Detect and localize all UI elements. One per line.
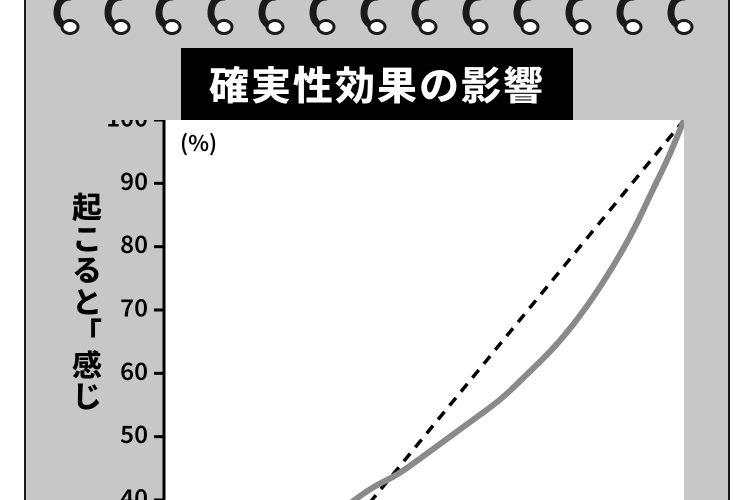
- y-tick-label: 90: [120, 162, 148, 197]
- y-tick-label: 80: [120, 225, 148, 260]
- ring-icon: [53, 0, 87, 34]
- chart-title: 確実性効果の影響: [181, 48, 573, 120]
- y-tick-label: 40: [120, 479, 148, 500]
- notebook-card: 確実性効果の影響 起こると「感じ 405060708090100 (%): [24, 0, 730, 500]
- ring-icon: [616, 0, 650, 34]
- ring-icon: [104, 0, 138, 34]
- unit-label: (%): [180, 126, 217, 158]
- ring-icon: [207, 0, 241, 34]
- spiral-rings: [26, 0, 728, 40]
- page: 確実性効果の影響 起こると「感じ 405060708090100 (%): [0, 0, 750, 500]
- ring-icon: [462, 0, 496, 34]
- ring-icon: [309, 0, 343, 34]
- ring-icon: [565, 0, 599, 34]
- chart-region: 40 50 60 70 80 90 100: [94, 120, 694, 500]
- chart-svg: 40 50 60 70 80 90 100: [94, 120, 694, 500]
- y-tick-label: 60: [120, 352, 148, 387]
- ring-icon: [411, 0, 445, 34]
- ring-icon: [360, 0, 394, 34]
- ring-icon: [155, 0, 189, 34]
- ring-icon: [667, 0, 701, 34]
- ring-icon: [513, 0, 547, 34]
- plot-bg: [164, 120, 684, 500]
- y-tick-label: 100: [106, 120, 148, 134]
- ring-icon: [258, 0, 292, 34]
- y-tick-label: 70: [120, 289, 148, 324]
- y-tick-label: 50: [120, 415, 148, 450]
